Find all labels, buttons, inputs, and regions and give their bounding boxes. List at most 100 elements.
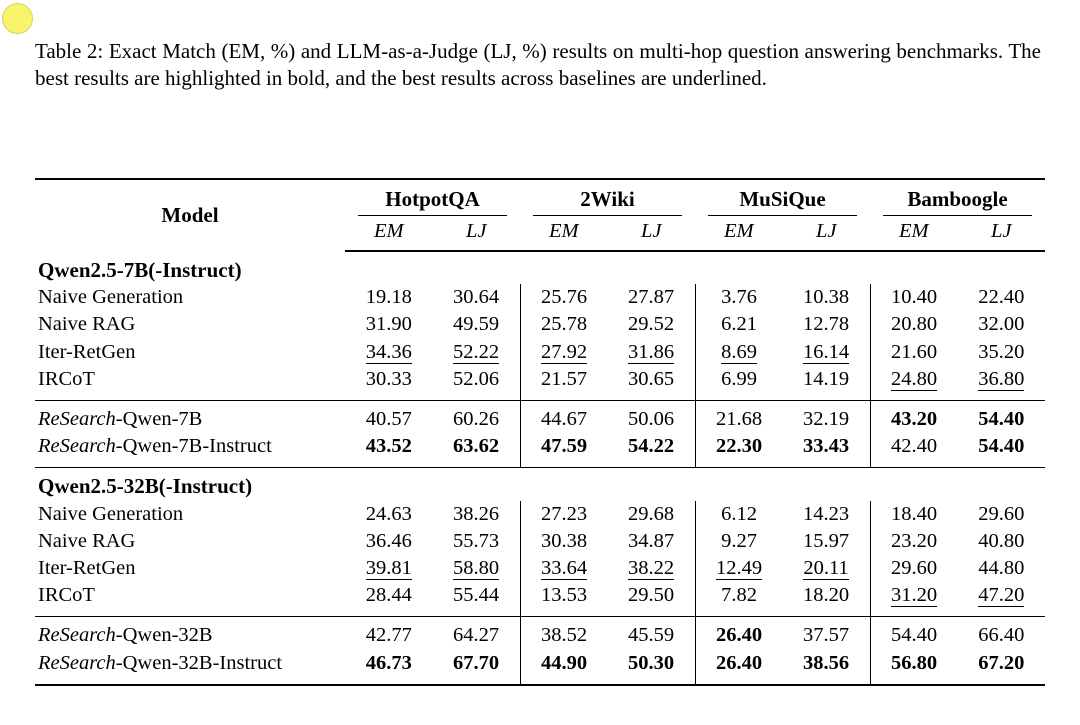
cell-value: 49.59 <box>452 313 500 336</box>
cell-value: 46.73 <box>365 651 412 674</box>
cell-value: 29.60 <box>890 557 938 580</box>
cell-value: 18.20 <box>802 584 850 607</box>
value-cell: 43.20 <box>869 400 958 434</box>
table-row: Naive Generation 24.63 38.26 27.23 29.68 6.12… <box>35 500 1046 528</box>
value-cell: 20.80 <box>869 311 958 339</box>
cell-value: 14.19 <box>802 367 850 390</box>
cell-value: 20.11 <box>803 557 849 581</box>
table-caption: Table 2: Exact Match (EM, %) and LLM-as-… <box>35 39 1041 90</box>
group-underline: MuSiQue <box>708 187 857 216</box>
value-cell: 44.80 <box>958 555 1046 582</box>
group-name: MuSiQue <box>739 187 826 211</box>
cell-value: 54.40 <box>890 624 938 647</box>
value-cell: 35.20 <box>958 339 1046 366</box>
cell-value: 33.64 <box>540 557 588 581</box>
cell-value: 67.20 <box>978 651 1025 674</box>
row-label: IRCoT <box>38 367 95 390</box>
value-cell: 47.20 <box>958 582 1046 617</box>
group-underline: HotpotQA <box>358 187 507 216</box>
value-cell: 66.40 <box>957 616 1045 650</box>
results-table: Model HotpotQA 2Wiki MuSiQue Bamboogle EM LJ EM… <box>35 178 1045 686</box>
row-label: Naive RAG <box>38 529 136 552</box>
value-cell: 6.12 <box>694 500 783 528</box>
cell-value: 6.99 <box>721 367 757 390</box>
value-cell: 21.68 <box>694 400 783 434</box>
value-cell: 7.82 <box>694 582 783 617</box>
col-subheader-lj: LJ <box>607 216 695 252</box>
value-cell: 32.00 <box>958 311 1046 338</box>
cell-value: 21.57 <box>540 367 588 390</box>
cell-value: 26.40 <box>715 624 763 647</box>
cell-value: 40.57 <box>365 408 412 431</box>
cell-value: 22.40 <box>978 286 1025 309</box>
cell-value: 6.12 <box>721 502 757 525</box>
cell-value: 50.30 <box>627 651 675 674</box>
col-subheader-em: EM <box>870 216 958 252</box>
value-cell: 9.27 <box>694 527 783 556</box>
value-cell: 38.56 <box>783 650 871 685</box>
cell-value: 32.00 <box>978 313 1025 336</box>
cell-value: 38.26 <box>452 502 500 525</box>
table-row: Iter-RetGen 39.81 58.80 33.64 38.22 12.49 20.1… <box>35 555 1046 583</box>
cell-value: 23.20 <box>890 529 938 552</box>
cell-value: 3.76 <box>721 286 757 309</box>
cell-value: 38.56 <box>802 651 850 674</box>
cell-value: 12.49 <box>715 557 763 581</box>
cell-value: 22.30 <box>715 435 763 458</box>
value-cell: 64.27 <box>432 616 520 650</box>
value-cell: 29.60 <box>958 501 1046 528</box>
cell-value: 10.40 <box>890 286 938 309</box>
table-row: Naive RAG 31.90 49.59 25.78 29.52 6.21 12.78 20… <box>35 311 1046 339</box>
value-cell: 27.92 <box>519 338 608 366</box>
row-label-italic-prefix: ReSearch <box>38 435 116 458</box>
value-cell: 21.60 <box>869 338 958 366</box>
row-label: Naive Generation <box>38 502 184 525</box>
value-cell: 30.64 <box>433 284 521 311</box>
cell-value: 44.90 <box>540 651 588 674</box>
cell-value: 28.44 <box>365 584 412 607</box>
value-cell: 67.70 <box>433 650 521 685</box>
cell-value: 15.97 <box>802 529 850 552</box>
value-cell: 40.57 <box>345 400 433 434</box>
cell-value: 27.92 <box>540 340 588 364</box>
value-cell: 38.52 <box>519 616 608 650</box>
table-row: Naive Generation 19.18 30.64 25.76 27.87 3.76… <box>35 284 1045 312</box>
value-cell: 25.78 <box>519 311 608 339</box>
table-block-2: ReSearch-Qwen-7B 40.57 60.26 44.67 50.06 21.6… <box>35 400 1045 468</box>
table-row: IRCoT 30.33 52.06 21.57 30.65 6.99 14.19 24.80 3… <box>35 365 1046 401</box>
cell-value: 21.60 <box>890 340 938 363</box>
group-name: HotpotQA <box>385 187 480 211</box>
table-block-4: ReSearch-Qwen-32B 42.77 64.27 38.52 45.59 26.… <box>35 616 1046 685</box>
value-cell: 26.40 <box>694 649 783 685</box>
value-cell: 36.46 <box>345 528 433 555</box>
value-cell: 39.81 <box>345 555 433 582</box>
cell-value: 38.22 <box>627 557 675 581</box>
cell-value: 24.63 <box>365 502 412 525</box>
value-cell: 43.52 <box>345 433 433 468</box>
cell-value: 27.23 <box>540 502 588 525</box>
value-cell: 55.73 <box>433 528 521 555</box>
cell-value: 45.59 <box>627 624 675 647</box>
value-cell: 33.64 <box>519 555 608 583</box>
value-cell: 31.86 <box>608 339 696 366</box>
cell-value: 31.20 <box>890 584 938 608</box>
cell-value: 10.38 <box>802 286 850 309</box>
cell-value: 30.64 <box>452 286 500 309</box>
cell-value: 31.86 <box>627 340 675 364</box>
value-cell: 13.53 <box>519 582 608 617</box>
value-cell: 31.20 <box>869 582 958 617</box>
value-cell: 67.20 <box>958 650 1046 685</box>
value-cell: 31.90 <box>345 311 433 338</box>
col-subheader-lj: LJ <box>432 216 520 252</box>
value-cell: 36.80 <box>958 366 1046 401</box>
cell-value: 16.14 <box>802 340 850 364</box>
cell-value: 25.78 <box>540 313 588 336</box>
cell-value: 26.40 <box>715 651 763 674</box>
col-header-model: Model <box>161 203 219 227</box>
cell-value: 44.80 <box>978 557 1025 580</box>
value-cell: 50.06 <box>607 400 695 434</box>
value-cell: 26.40 <box>694 616 783 650</box>
value-cell: 25.76 <box>519 284 608 312</box>
value-cell: 14.19 <box>783 366 871 401</box>
